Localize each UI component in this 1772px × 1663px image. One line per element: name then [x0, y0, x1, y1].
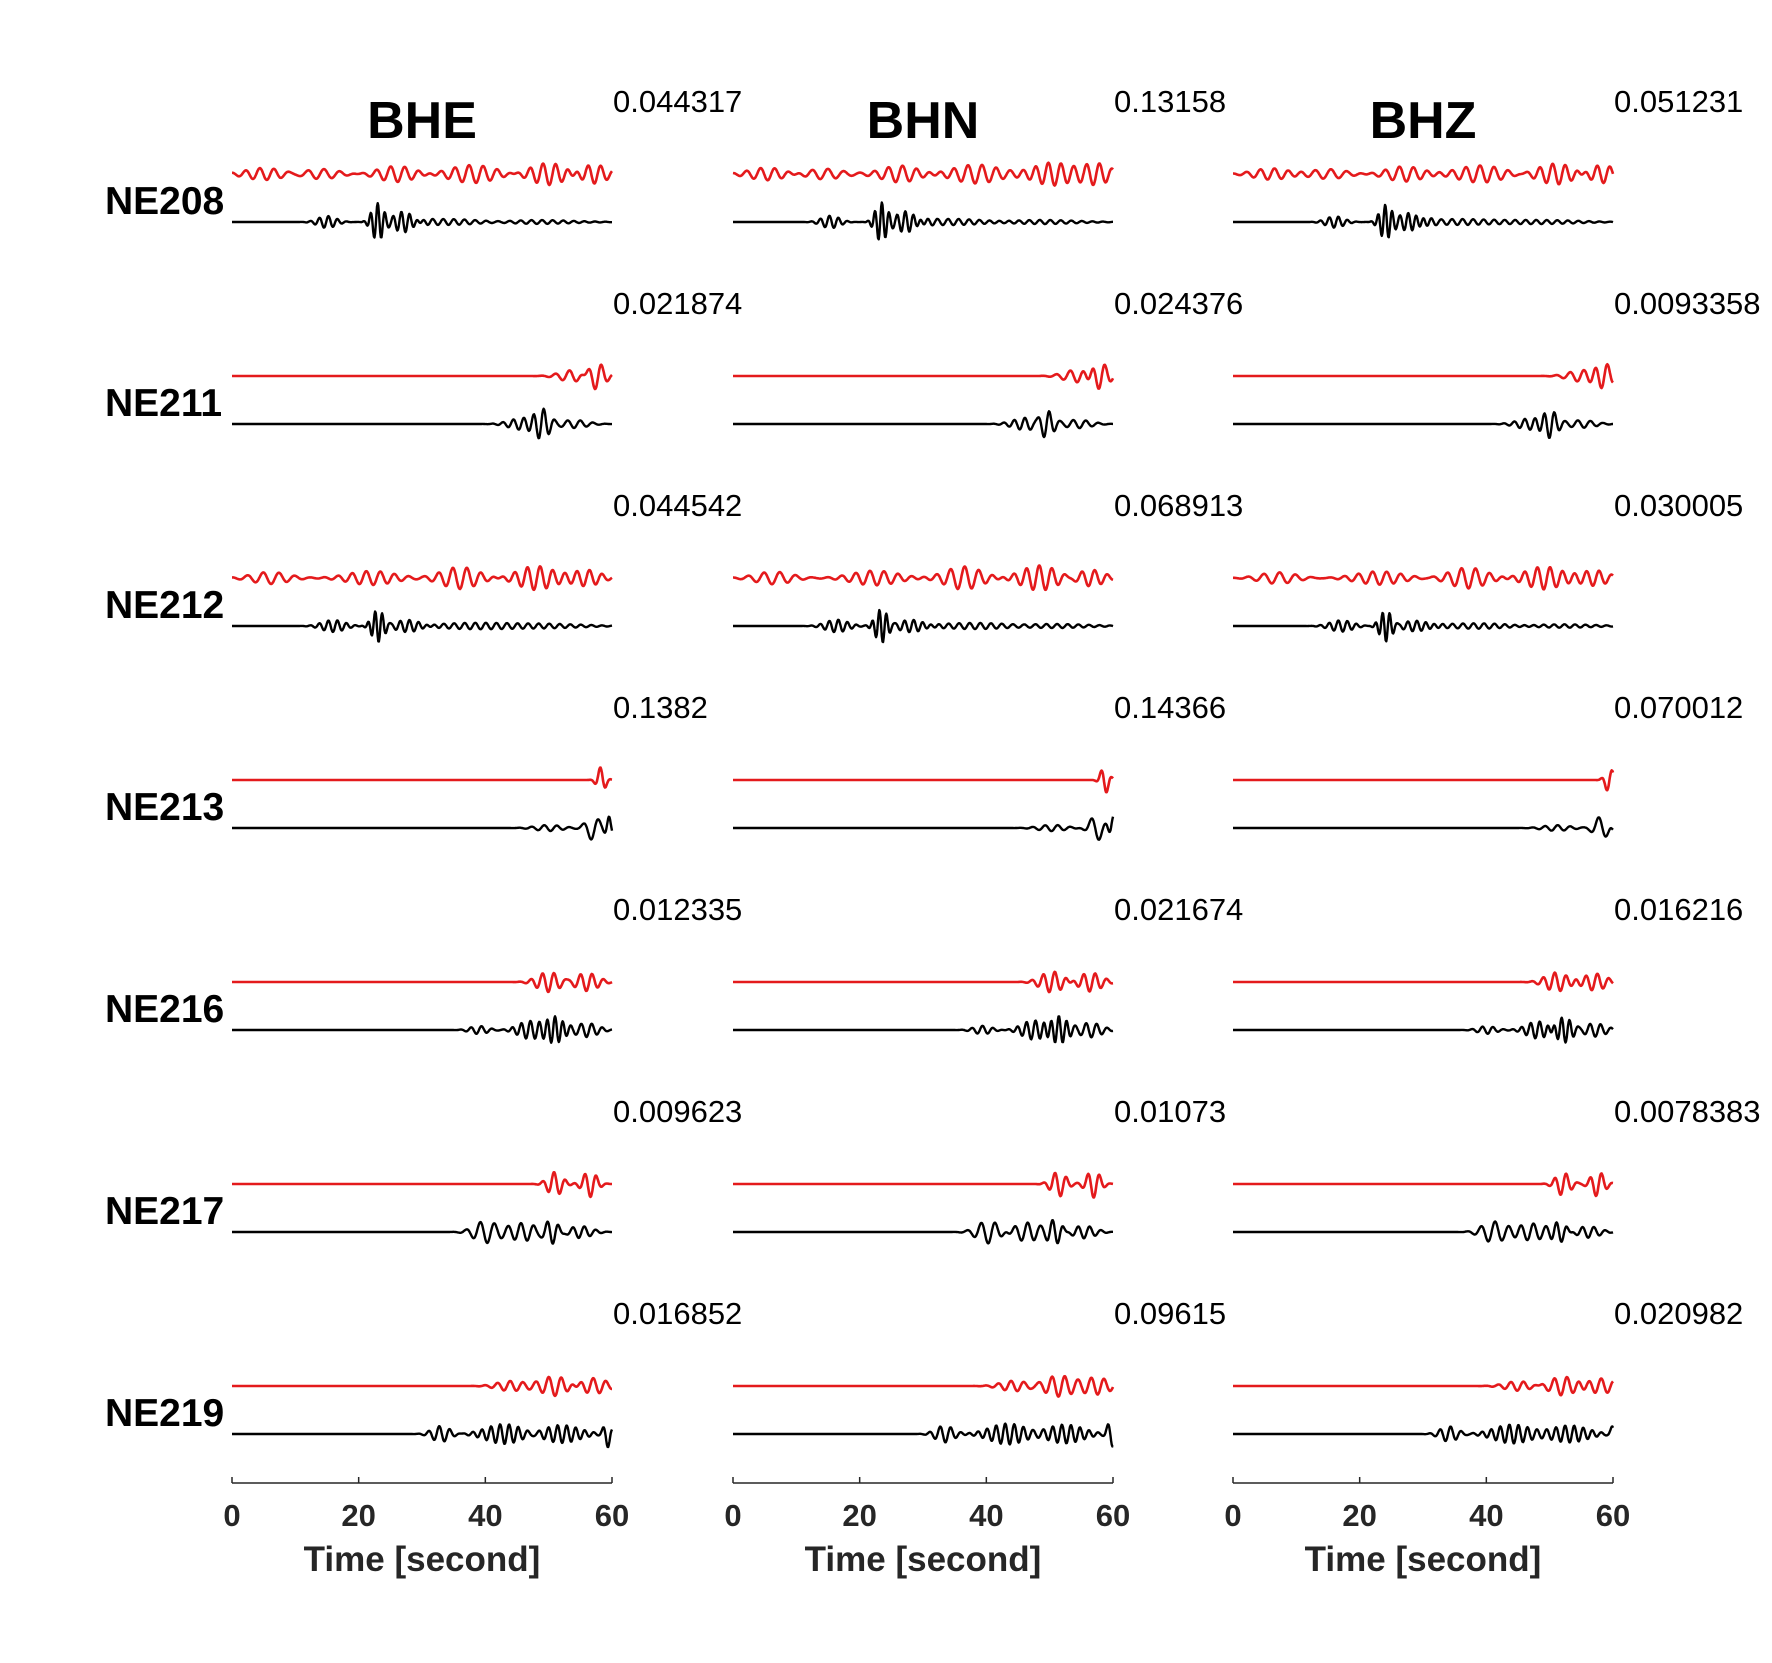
x-axis-label: Time [second] — [1305, 1540, 1542, 1579]
observed-trace — [231, 202, 613, 239]
synthetic-trace — [231, 766, 613, 789]
amplitude-label: 0.068913 — [1114, 488, 1243, 523]
synthetic-trace — [1232, 971, 1614, 993]
component-title-bhn: BHN — [867, 92, 980, 150]
synthetic-trace — [732, 564, 1114, 592]
amplitude-label: 0.0078383 — [1614, 1094, 1761, 1129]
amplitude-label: 0.021874 — [613, 286, 742, 321]
synthetic-trace — [732, 1171, 1114, 1199]
x-tick-label: 20 — [842, 1498, 876, 1533]
amplitude-label: 0.1382 — [613, 690, 708, 725]
observed-trace — [732, 1219, 1114, 1245]
amplitude-label: 0.020982 — [1614, 1296, 1743, 1331]
station-label-ne217: NE217 — [105, 1190, 224, 1233]
observed-trace — [231, 1015, 613, 1044]
station-label-ne216: NE216 — [105, 988, 224, 1031]
station-label-ne212: NE212 — [105, 584, 224, 627]
amplitude-label: 0.13158 — [1114, 84, 1226, 119]
x-tick-label: 60 — [1096, 1498, 1130, 1533]
amplitude-label: 0.01073 — [1114, 1094, 1226, 1129]
synthetic-trace — [732, 970, 1114, 994]
synthetic-trace — [231, 363, 613, 391]
amplitude-label: 0.044542 — [613, 488, 742, 523]
observed-trace — [1232, 203, 1614, 239]
amplitude-label: 0.09615 — [1114, 1296, 1226, 1331]
station-label-ne208: NE208 — [105, 180, 224, 223]
synthetic-trace — [732, 161, 1114, 187]
x-tick-label: 40 — [468, 1498, 502, 1533]
amplitude-label: 0.024376 — [1114, 286, 1243, 321]
synthetic-trace — [732, 363, 1115, 390]
x-tick-label: 20 — [1342, 1498, 1376, 1533]
observed-trace — [231, 815, 614, 841]
amplitude-label: 0.051231 — [1614, 84, 1743, 119]
observed-trace — [732, 410, 1114, 439]
component-title-bhe: BHE — [367, 92, 477, 150]
observed-trace — [231, 1423, 614, 1449]
amplitude-label: 0.070012 — [1614, 690, 1743, 725]
station-label-ne219: NE219 — [105, 1392, 224, 1435]
observed-trace — [1232, 1220, 1614, 1243]
x-tick-label: 60 — [1596, 1498, 1630, 1533]
amplitude-label: 0.012335 — [613, 892, 742, 927]
amplitude-label: 0.016852 — [613, 1296, 742, 1331]
observed-trace — [231, 610, 613, 643]
synthetic-trace — [1232, 162, 1615, 186]
x-tick-label: 40 — [969, 1498, 1003, 1533]
x-axis-label: Time [second] — [805, 1540, 1042, 1579]
x-tick-label: 0 — [223, 1498, 240, 1533]
amplitude-label: 0.044317 — [613, 84, 742, 119]
station-label-ne211: NE211 — [105, 382, 222, 425]
amplitude-label: 0.021674 — [1114, 892, 1243, 927]
synthetic-trace — [231, 162, 613, 187]
amplitude-label: 0.14366 — [1114, 690, 1226, 725]
amplitude-label: 0.0093358 — [1614, 286, 1761, 321]
observed-trace — [732, 1015, 1114, 1044]
x-tick-label: 40 — [1469, 1498, 1503, 1533]
synthetic-trace — [732, 1374, 1115, 1398]
amplitude-label: 0.009623 — [613, 1094, 742, 1129]
synthetic-trace — [231, 1375, 613, 1398]
amplitude-label: 0.030005 — [1614, 488, 1743, 523]
observed-trace — [732, 201, 1114, 241]
synthetic-trace — [231, 1171, 613, 1199]
synthetic-trace — [1232, 1172, 1614, 1198]
station-label-ne213: NE213 — [105, 786, 224, 829]
observed-trace — [1232, 1423, 1615, 1445]
synthetic-trace — [732, 769, 1114, 794]
x-tick-label: 20 — [341, 1498, 375, 1533]
synthetic-trace — [231, 971, 613, 994]
synthetic-trace — [1232, 566, 1614, 591]
observed-trace — [1232, 411, 1614, 439]
observed-trace — [231, 407, 613, 440]
synthetic-trace — [1232, 1375, 1614, 1397]
amplitude-label: 0.016216 — [1614, 892, 1743, 927]
observed-trace — [1232, 611, 1614, 643]
synthetic-trace — [1232, 363, 1614, 390]
x-tick-label: 60 — [595, 1498, 629, 1533]
synthetic-trace — [1232, 769, 1615, 792]
x-axis-label: Time [second] — [304, 1540, 541, 1579]
x-tick-label: 0 — [724, 1498, 741, 1533]
observed-trace — [732, 1422, 1114, 1448]
observed-trace — [231, 1220, 613, 1245]
x-tick-label: 0 — [1224, 1498, 1241, 1533]
component-title-bhz: BHZ — [1370, 92, 1477, 150]
observed-trace — [732, 816, 1115, 841]
observed-trace — [732, 608, 1114, 644]
observed-trace — [1232, 816, 1614, 838]
synthetic-trace — [231, 565, 613, 592]
observed-trace — [1232, 1016, 1614, 1044]
